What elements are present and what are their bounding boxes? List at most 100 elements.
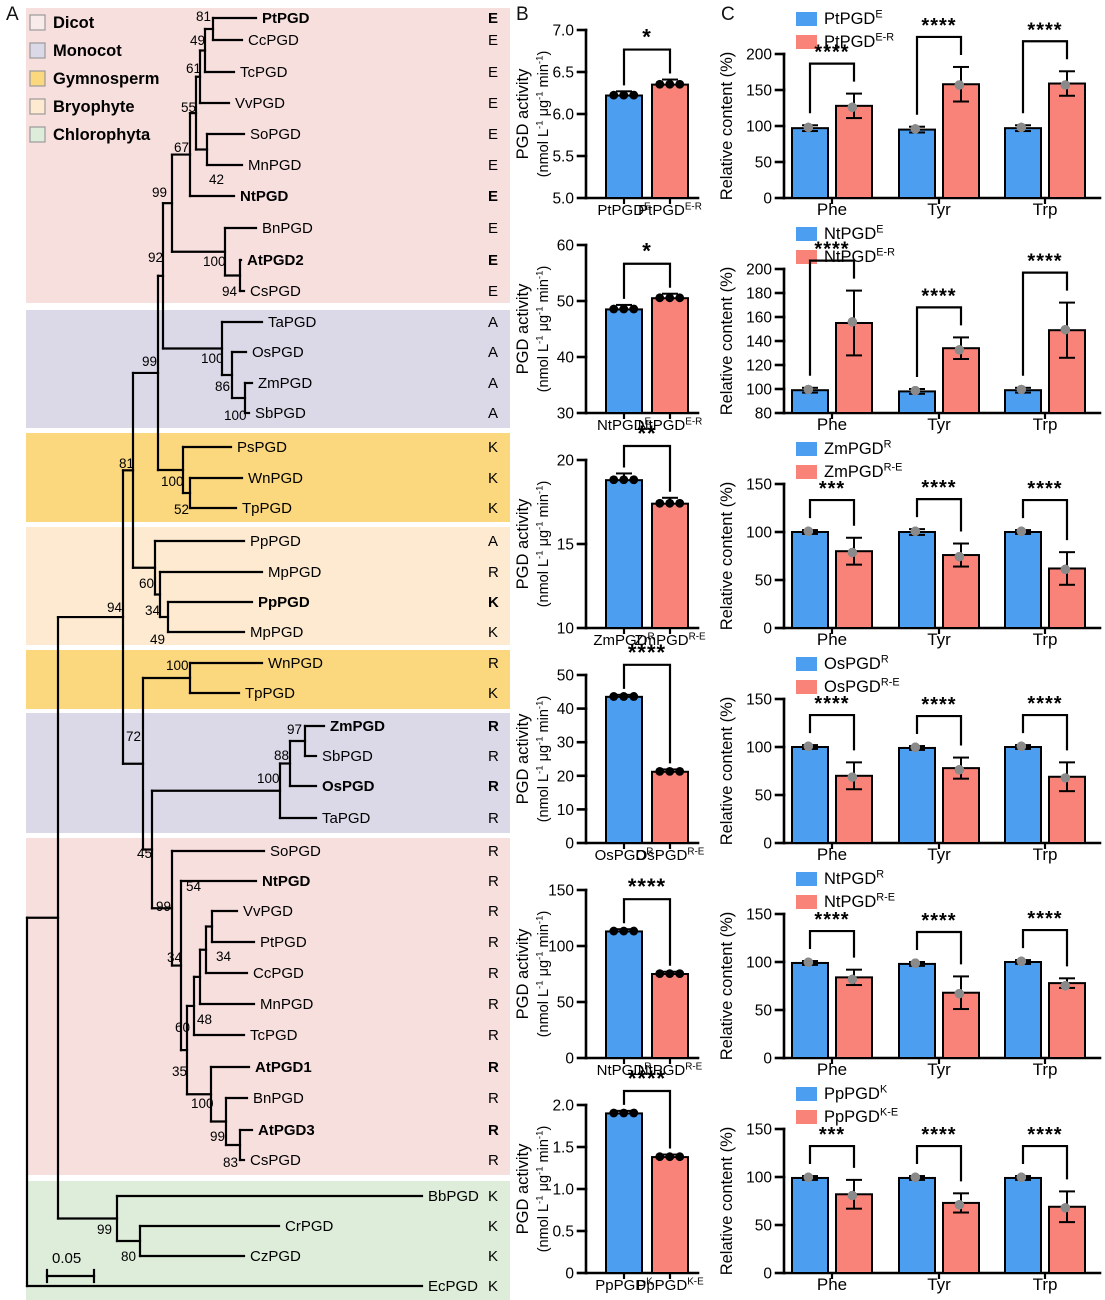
panel-c-label: C [721,4,735,25]
x-category-label: Phe [817,845,847,864]
y-axis-label: PGD activity [514,713,532,805]
taxon-label: AtPGD2 [247,252,304,269]
data-point [655,79,665,89]
data-point [655,969,665,979]
compartment-letter: K [488,439,498,456]
data-point [847,317,857,327]
compartment-letter: R [488,873,499,890]
significance-bracket [1021,928,1069,967]
bootstrap-value: 83 [223,1155,238,1170]
significance-stars: ** [637,421,656,446]
bar [651,973,689,1059]
y-tick-label: 100 [746,740,772,757]
x-category-label: Phe [817,1275,847,1294]
compartment-letter: R [488,1059,499,1076]
x-category-label: Trp [1033,845,1058,864]
x-category-label: Tyr [927,415,951,434]
chart-legend-label: NtPGDR-E [824,892,895,911]
significance-stars: * [642,239,652,264]
compartment-letter: E [488,252,498,269]
significance-stars: **** [921,694,956,716]
data-point [619,304,629,314]
data-point [665,969,675,979]
y-axis-label: Relative content (%) [718,52,736,201]
compartment-letter: R [488,1090,499,1107]
bootstrap-value: 48 [197,1012,212,1027]
compartment-letter: E [488,95,498,112]
taxon-label: TcPGD [250,1027,298,1044]
chart-legend-label: NtPGDE [824,224,884,243]
data-point [609,1108,619,1118]
bootstrap-value: 61 [186,61,201,76]
compartment-letter: R [488,843,499,860]
data-point [1060,1203,1070,1213]
compartment-letter: R [488,996,499,1013]
significance-bracket [1021,1144,1069,1180]
data-point [675,969,685,979]
y-axis-unit: (nmol L-1 μg-1 min-1) [534,266,552,393]
taxon-label: PsPGD [237,439,287,456]
y-tick-label: 5.5 [552,149,574,166]
y-tick-label: 100 [548,939,574,956]
bootstrap-value: 99 [152,185,167,200]
y-tick-label: 20 [557,453,575,470]
data-point [665,498,675,508]
bootstrap-value: 100 [191,1096,214,1111]
y-axis-label: Relative content (%) [718,697,736,846]
compartment-letter: E [488,64,498,81]
bootstrap-value: 35 [172,1064,187,1079]
significance-bracket [808,1144,856,1168]
y-axis-label: Relative content (%) [718,1127,736,1276]
data-point [803,122,813,132]
x-category-label: NtPGDE [597,416,652,434]
chart-legend-label: OsPGDR [824,654,889,673]
taxon-label: PpPGD [250,533,301,550]
significance-bracket [808,62,856,114]
taxon-label: CrPGD [285,1218,334,1235]
bar [651,502,689,629]
bar [791,746,829,844]
data-point [954,551,964,562]
taxon-label: CcPGD [253,965,304,982]
bootstrap-value: 97 [287,722,302,737]
data-point [609,692,619,701]
clade-block [26,310,510,428]
bootstrap-value: 54 [186,879,202,894]
data-point [665,1152,675,1162]
y-tick-label: 120 [746,358,772,375]
taxon-label: PtPGD [262,10,310,27]
data-point [847,547,857,558]
data-point [619,926,629,936]
y-tick-label: 150 [746,1122,772,1139]
x-category-label: NtPGDR-E [638,1061,703,1079]
y-tick-label: 2.0 [552,1098,574,1115]
x-category-label: OsPGDR-E [636,846,705,864]
significance-stars: **** [814,42,849,64]
significance-bracket [915,306,963,377]
chart-legend-swatch [796,227,817,241]
clade-block [26,838,510,1175]
taxon-label: EcPGD [428,1278,478,1295]
y-tick-label: 100 [746,382,772,399]
bar [791,1176,829,1274]
chart-legend-label: PpPGDK [824,1084,888,1103]
data-point [675,79,685,89]
bar [1004,531,1042,629]
significance-stars: *** [819,1124,845,1146]
y-tick-label: 50 [755,573,773,590]
significance-bracket [915,1144,963,1182]
taxon-label: NtPGD [262,873,311,890]
y-tick-label: 0 [763,621,772,638]
significance-stars: **** [1027,693,1062,715]
significance-bracket [622,663,672,764]
compartment-letter: K [488,470,498,487]
x-category-label: PpPGDK [595,1276,653,1294]
data-point [910,386,920,396]
significance-bracket [622,444,672,492]
y-axis-unit: (nmol L-1 μg-1 min-1) [534,481,552,608]
significance-stars: **** [1027,908,1062,930]
bar [942,83,980,199]
significance-stars: **** [921,477,956,499]
chart-legend-swatch [796,12,817,26]
bootstrap-value: 72 [126,729,141,744]
